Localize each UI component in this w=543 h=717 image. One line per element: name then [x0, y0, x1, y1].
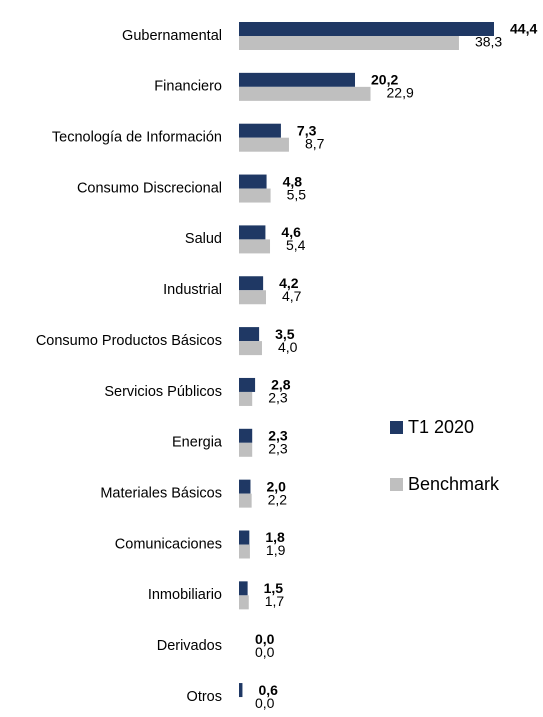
- value-label: 20,2: [371, 72, 398, 88]
- category-label: Energia: [172, 435, 223, 451]
- bar: [239, 683, 243, 698]
- bar: [239, 581, 248, 596]
- category-label: Inmobiliario: [148, 587, 222, 603]
- legend-swatch: [390, 421, 403, 434]
- bar: [239, 36, 459, 50]
- bar: [239, 225, 266, 240]
- category-label: Materiales Básicos: [100, 485, 222, 501]
- category-label: Tecnología de Información: [52, 130, 222, 146]
- bar: [239, 123, 281, 138]
- value-label: 4,7: [282, 288, 302, 304]
- bar: [239, 442, 253, 457]
- value-label: 4,6: [281, 224, 301, 240]
- category-label: Salud: [185, 231, 222, 247]
- value-label: 7,3: [297, 122, 317, 138]
- value-label: 5,5: [287, 186, 307, 202]
- legend-label: Benchmark: [408, 474, 500, 494]
- category-label: Comunicaciones: [115, 536, 222, 552]
- value-label: 0,0: [255, 644, 275, 660]
- bar: [239, 188, 271, 203]
- value-label: 2,0: [266, 478, 286, 494]
- value-label: 2,3: [268, 441, 288, 457]
- value-label: 8,7: [305, 135, 325, 151]
- value-label: 3,5: [275, 326, 295, 342]
- category-label: Servicios Públicos: [104, 384, 222, 400]
- value-label: 4,8: [283, 173, 303, 189]
- value-label: 2,2: [268, 491, 288, 507]
- value-label: 0,0: [255, 631, 275, 647]
- value-label: 1,8: [265, 529, 285, 545]
- value-label: 4,0: [278, 339, 298, 355]
- value-label: 38,3: [475, 34, 502, 50]
- value-label: 4,2: [279, 275, 299, 291]
- value-label: 1,5: [264, 580, 284, 596]
- value-label: 5,4: [286, 237, 306, 253]
- value-label: 2,8: [271, 377, 291, 393]
- category-label: Gubernamental: [122, 28, 222, 44]
- value-label: 22,9: [387, 85, 414, 101]
- bar: [239, 428, 253, 443]
- bar: [239, 72, 356, 87]
- value-label: 1,9: [266, 542, 286, 558]
- category-label: Financiero: [154, 79, 222, 95]
- bar: [239, 86, 371, 101]
- bar: [239, 479, 251, 494]
- value-label: 0,0: [255, 695, 275, 711]
- legend-label: T1 2020: [408, 417, 474, 437]
- category-label: Consumo Productos Básicos: [36, 333, 222, 349]
- bar: [239, 544, 250, 559]
- legend-swatch: [390, 478, 403, 491]
- bar: [239, 22, 494, 36]
- bar: [239, 493, 252, 508]
- bar: [239, 239, 271, 254]
- value-label: 2,3: [268, 390, 288, 406]
- category-label: Consumo Discrecional: [77, 180, 222, 196]
- category-label: Industrial: [163, 282, 222, 298]
- bar: [239, 276, 264, 291]
- category-label: Otros: [187, 689, 222, 705]
- category-label: Derivados: [157, 638, 222, 654]
- value-label: 1,7: [265, 593, 285, 609]
- bar: [239, 595, 249, 610]
- value-label: 44,4: [510, 21, 537, 37]
- bar: [239, 530, 250, 545]
- bar: [239, 137, 289, 152]
- value-label: 0,6: [258, 682, 278, 698]
- value-label: 2,3: [268, 428, 288, 444]
- bar: [239, 391, 253, 406]
- bar: [239, 174, 267, 189]
- bar: [239, 290, 266, 305]
- bar: [239, 327, 260, 342]
- bar: [239, 341, 262, 356]
- bar: [239, 377, 256, 392]
